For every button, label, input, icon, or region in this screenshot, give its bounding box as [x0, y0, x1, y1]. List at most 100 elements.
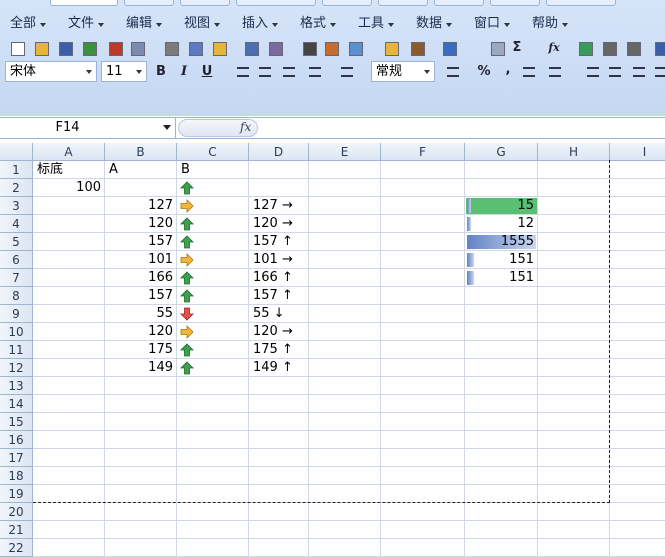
cell[interactable]	[465, 467, 538, 485]
cell[interactable]	[105, 287, 177, 305]
cell[interactable]	[309, 413, 381, 431]
cell[interactable]	[249, 467, 309, 485]
row-header[interactable]: 14	[0, 395, 33, 413]
cell-value[interactable]: 101	[148, 252, 173, 267]
cell[interactable]	[249, 539, 309, 557]
cell[interactable]	[381, 251, 465, 269]
toolbar-button[interactable]	[606, 62, 624, 80]
cell-value[interactable]: 157 ↑	[253, 234, 293, 249]
cell[interactable]	[33, 467, 105, 485]
cell[interactable]	[610, 161, 665, 179]
cell[interactable]	[309, 521, 381, 539]
cell[interactable]	[610, 521, 665, 539]
sum-button[interactable]: Σ	[512, 40, 522, 55]
cell[interactable]	[610, 269, 665, 287]
cell[interactable]	[105, 503, 177, 521]
row-header[interactable]: 1	[0, 161, 33, 179]
toolbar-button[interactable]	[576, 39, 594, 57]
cell[interactable]	[309, 287, 381, 305]
cell[interactable]	[465, 377, 538, 395]
toolbar-button[interactable]	[382, 39, 400, 57]
cell-value[interactable]: 1555	[500, 234, 534, 249]
cell[interactable]	[309, 305, 381, 323]
cell[interactable]	[105, 179, 177, 197]
cell[interactable]	[610, 323, 665, 341]
toolbar-button[interactable]	[346, 39, 364, 57]
cell[interactable]	[610, 215, 665, 233]
cell[interactable]	[610, 287, 665, 305]
toolbar-button[interactable]	[186, 39, 204, 57]
menu-item[interactable]: 文件	[68, 14, 106, 34]
cell[interactable]	[249, 323, 309, 341]
cell[interactable]	[465, 341, 538, 359]
cell[interactable]	[177, 323, 249, 341]
name-box[interactable]: F14	[0, 118, 176, 138]
cell[interactable]	[177, 503, 249, 521]
cell-value[interactable]: 175 ↑	[253, 342, 293, 357]
cell[interactable]	[465, 395, 538, 413]
toolbar-button[interactable]	[630, 62, 648, 80]
column-header[interactable]: B	[105, 143, 177, 161]
toolbar-button[interactable]	[584, 62, 602, 80]
cell[interactable]	[610, 341, 665, 359]
cell[interactable]	[33, 503, 105, 521]
cell[interactable]	[177, 539, 249, 557]
cell[interactable]	[309, 233, 381, 251]
cell-value[interactable]: 149 ↑	[253, 360, 293, 375]
insert-function[interactable]: fx	[240, 120, 252, 134]
cell[interactable]	[610, 179, 665, 197]
menu-item[interactable]: 帮助	[532, 14, 570, 34]
toolbar-button[interactable]	[520, 62, 538, 80]
tab[interactable]	[378, 0, 428, 6]
cell[interactable]	[309, 251, 381, 269]
row-header[interactable]: 16	[0, 431, 33, 449]
cell[interactable]	[465, 305, 538, 323]
cell[interactable]	[33, 323, 105, 341]
cell[interactable]	[610, 305, 665, 323]
cell[interactable]	[177, 269, 249, 287]
cell[interactable]	[105, 269, 177, 287]
cell[interactable]	[249, 269, 309, 287]
toolbar-button[interactable]	[652, 39, 665, 57]
tab[interactable]	[434, 0, 484, 6]
cell[interactable]	[309, 323, 381, 341]
cell[interactable]	[105, 341, 177, 359]
row-header[interactable]: 13	[0, 377, 33, 395]
cell[interactable]	[105, 449, 177, 467]
cell[interactable]	[105, 323, 177, 341]
cell[interactable]	[33, 269, 105, 287]
cell[interactable]	[381, 395, 465, 413]
cell-value[interactable]: 166 ↑	[253, 270, 293, 285]
cell[interactable]	[33, 179, 105, 197]
row-header[interactable]: 2	[0, 179, 33, 197]
percent-button[interactable]: %	[477, 64, 491, 79]
cell-value[interactable]: 175	[148, 342, 173, 357]
cell-value[interactable]: 标底	[37, 162, 64, 177]
toolbar-button[interactable]	[652, 62, 665, 80]
cell[interactable]	[177, 359, 249, 377]
cell[interactable]	[381, 179, 465, 197]
cell[interactable]	[105, 305, 177, 323]
cell[interactable]	[610, 359, 665, 377]
menu-item[interactable]: 格式	[300, 14, 338, 34]
cell[interactable]	[610, 413, 665, 431]
cell[interactable]	[105, 539, 177, 557]
cell[interactable]	[177, 305, 249, 323]
menu-item[interactable]: 数据	[416, 14, 454, 34]
cell[interactable]	[177, 341, 249, 359]
row-header[interactable]: 22	[0, 539, 33, 557]
cell[interactable]	[610, 395, 665, 413]
cell[interactable]	[177, 413, 249, 431]
cell[interactable]	[309, 467, 381, 485]
tab[interactable]	[236, 0, 316, 6]
cell-value[interactable]: 157	[148, 234, 173, 249]
toolbar-button[interactable]	[256, 62, 274, 80]
cell-value[interactable]: 151	[509, 252, 534, 267]
cell[interactable]	[381, 449, 465, 467]
cell[interactable]	[381, 287, 465, 305]
cell[interactable]	[105, 377, 177, 395]
row-header[interactable]: 10	[0, 323, 33, 341]
toolbar-button[interactable]	[266, 39, 284, 57]
cell-value[interactable]: A	[109, 162, 118, 177]
cell[interactable]	[309, 503, 381, 521]
